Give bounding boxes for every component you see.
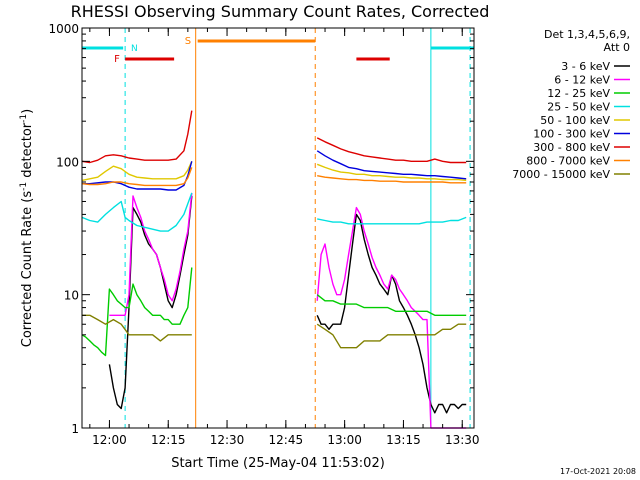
observing-markers: N F S (82, 28, 474, 428)
x-axis-label: Start Time (25-May-04 11:53:02) (171, 456, 385, 471)
night-marker-label: N (131, 44, 138, 54)
legend-entry-0: 3 - 6 keV (561, 60, 610, 73)
series-6-segment-1 (316, 137, 467, 164)
legend-entry-6: 300 - 800 keV (533, 141, 610, 154)
x-tick-label-2: 12:30 (210, 433, 245, 447)
saa-marker-label: S (185, 36, 191, 47)
legend-entry-7: 800 - 7000 keV (526, 155, 610, 168)
series-3-segment-1 (317, 216, 467, 225)
plot-area (82, 28, 474, 428)
series-3-segment-0 (81, 192, 193, 232)
legend-entry-5: 100 - 300 keV (533, 128, 610, 141)
legend-entry-8: 7000 - 15000 keV (512, 168, 610, 181)
legend-entry-3: 25 - 50 keV (547, 101, 610, 114)
x-tick-label-6: 13:30 (445, 433, 480, 447)
plot-background (82, 28, 474, 428)
series-4-segment-1 (316, 163, 467, 182)
series-1-segment-0 (109, 192, 193, 316)
series-5-segment-0 (82, 161, 193, 191)
series-layer (81, 110, 467, 429)
x-tick-label-1: 12:15 (151, 433, 186, 447)
series-8-segment-0 (82, 314, 192, 342)
y-tick-label-2: 100 (56, 155, 79, 169)
x-tick-label-3: 12:45 (269, 433, 304, 447)
flare-marker-label: F (114, 54, 120, 65)
x-tick-label-5: 13:15 (386, 433, 421, 447)
y-axis-label: Corrected Count Rate (s-1 detector-1) (19, 109, 35, 347)
footer-date: 17-Oct-2021 20:08 (560, 467, 636, 476)
plot-frame (81, 27, 475, 429)
chart-title: RHESSI Observing Summary Count Rates, Co… (71, 2, 490, 21)
x-tick-label-0: 12:00 (92, 433, 127, 447)
series-6-segment-0 (81, 110, 193, 164)
legend-header-line1: Det 1,3,4,5,6,9, (544, 28, 630, 41)
legend-entry-4: 50 - 100 keV (540, 114, 610, 127)
y-tick-label-3: 1000 (48, 22, 79, 36)
legend-entry-1: 6 - 12 keV (554, 74, 610, 87)
legend-header-line2: Att 0 (604, 41, 630, 54)
series-5-segment-1 (316, 150, 467, 180)
axes: 12:00 12:15 12:30 12:45 13:00 13:15 13:30 1 10 10… (48, 22, 479, 447)
series-7-segment-0 (81, 167, 193, 187)
y-tick-label-0: 1 (71, 422, 79, 436)
series-2-segment-0 (81, 267, 193, 357)
series-0-segment-0 (108, 195, 193, 410)
series-8-segment-1 (316, 323, 467, 349)
y-tick-label-1: 10 (64, 289, 79, 303)
legend-entry-2: 12 - 25 keV (547, 87, 610, 100)
series-7-segment-1 (317, 175, 467, 184)
series-4-segment-0 (81, 161, 193, 182)
x-tick-label-4: 13:00 (327, 433, 362, 447)
series-2-segment-1 (316, 294, 467, 316)
